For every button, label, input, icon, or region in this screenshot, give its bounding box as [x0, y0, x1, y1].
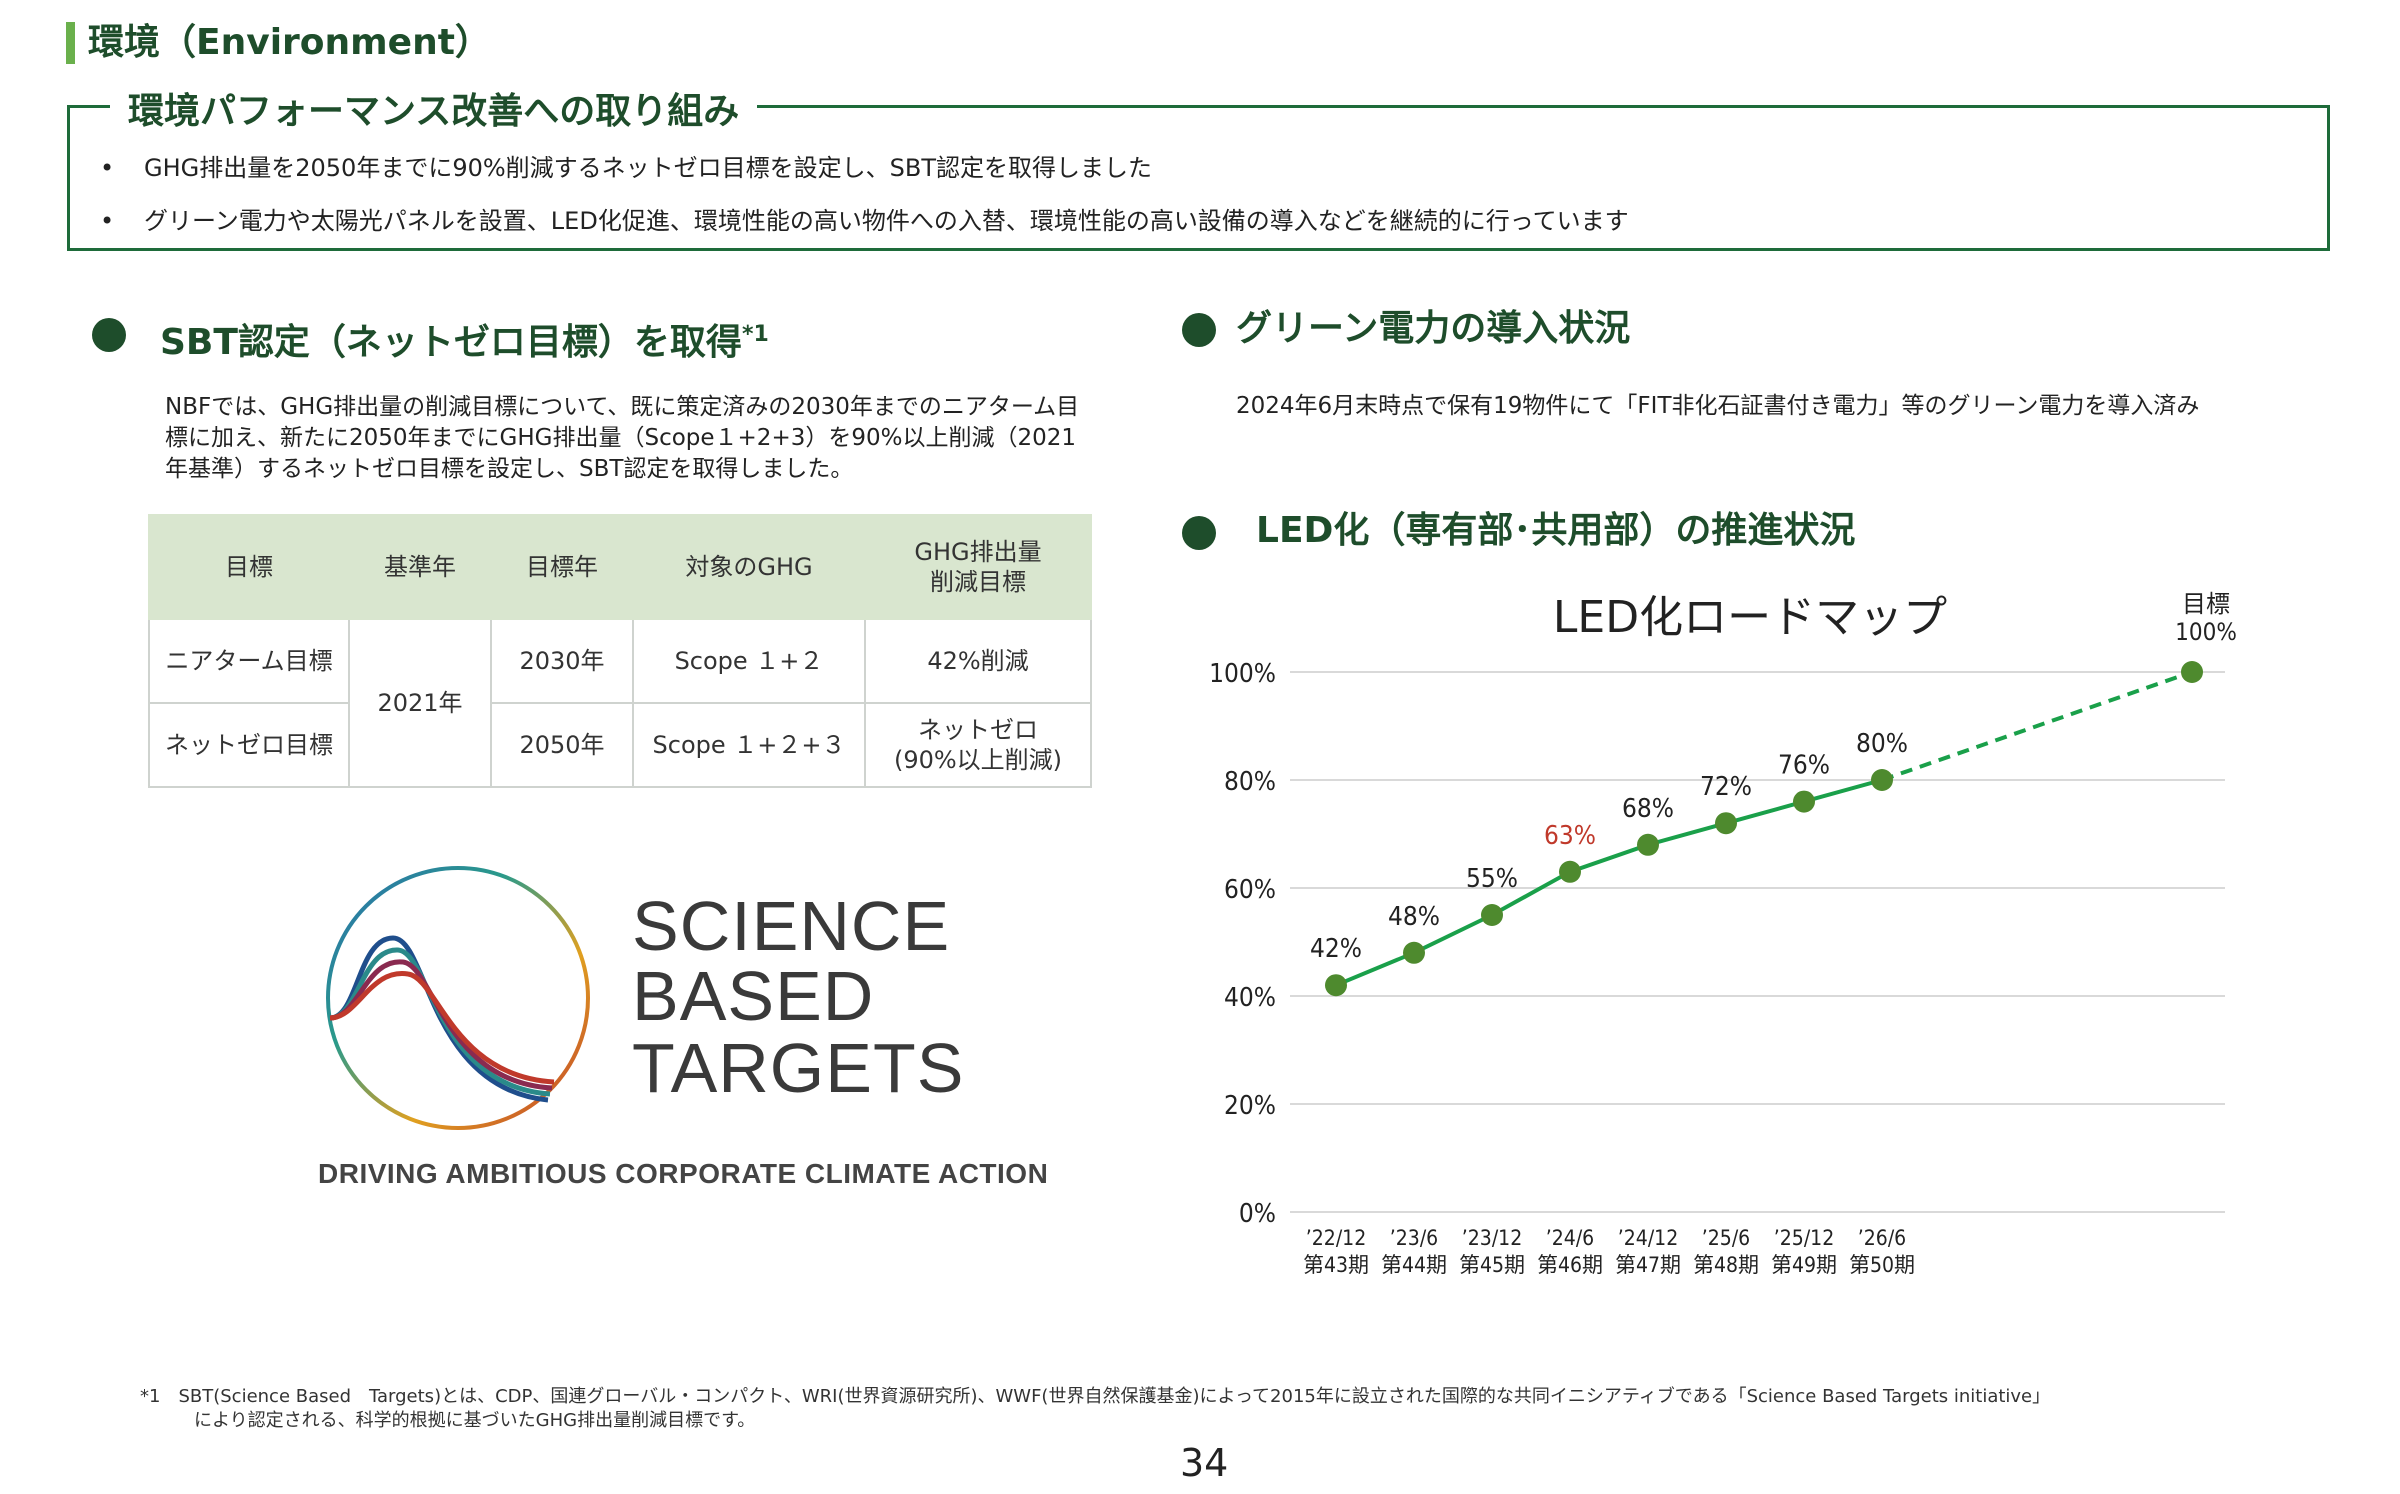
- green-power-title: グリーン電力の導入状況: [1236, 308, 1631, 349]
- y-tick-label: 100%: [1209, 659, 1276, 689]
- y-tick-label: 20%: [1224, 1091, 1276, 1121]
- table-row: ネットゼロ目標 2050年 Scope １+２+３ ネットゼロ (90%以上削減…: [148, 702, 1092, 788]
- x-tick-period-label: 第43期: [1303, 1253, 1369, 1277]
- x-tick-label: ’23/12: [1462, 1226, 1522, 1250]
- data-point: [1715, 812, 1737, 835]
- x-tick-period-label: 第48期: [1693, 1253, 1759, 1277]
- target-label: 目標: [2182, 590, 2230, 618]
- page-number: 34: [1180, 1441, 1229, 1485]
- x-tick-period-label: 第46期: [1537, 1253, 1603, 1277]
- chart-title: LED化ロードマップ: [1553, 592, 1947, 643]
- x-tick-period-label: 第45期: [1459, 1253, 1525, 1277]
- table-header: GHG排出量 削減目標: [864, 514, 1092, 620]
- section-bullet-icon: [1182, 516, 1216, 550]
- series-line: [1335, 778, 1883, 988]
- data-point: [1793, 790, 1815, 813]
- section-bullet-icon: [92, 318, 126, 352]
- table-header: 目標: [148, 514, 350, 620]
- data-point: [1403, 941, 1425, 964]
- table-cell: Scope １+２: [632, 618, 866, 704]
- table-header: 基準年: [348, 514, 492, 620]
- data-label: 80%: [1856, 729, 1908, 759]
- y-tick-label: 80%: [1224, 767, 1276, 797]
- performance-box: [67, 105, 2330, 251]
- x-tick-label: ’24/6: [1546, 1226, 1594, 1250]
- x-tick-label: ’22/12: [1306, 1226, 1366, 1250]
- data-label: 55%: [1466, 864, 1518, 894]
- table-cell: ニアターム目標: [148, 618, 350, 704]
- sbti-logo-word: BASED: [632, 957, 875, 1035]
- data-label: 76%: [1778, 751, 1830, 781]
- table-cell: 2021年: [348, 618, 492, 788]
- data-point: [1325, 974, 1347, 997]
- data-point: [1637, 833, 1659, 856]
- bullet-item: • グリーン電力や太陽光パネルを設置、LED化促進、環境性能の高い物件への入替、環…: [100, 207, 1629, 235]
- data-label: 63%: [1544, 821, 1596, 851]
- x-tick-period-label: 第49期: [1771, 1253, 1837, 1277]
- table-header: 対象のGHG: [632, 514, 866, 620]
- table-cell: Scope １+２+３: [632, 702, 866, 788]
- led-roadmap-chart: LED化ロードマップ 0% 20% 40% 60% 80% 100% ’22/12 第43期 ’2…: [1209, 590, 2237, 1277]
- sbt-description: NBFでは、GHG排出量の削減目標について、既に策定済みの2030年までのニアタ…: [165, 394, 1080, 482]
- table-cell: ネットゼロ目標: [148, 702, 350, 788]
- performance-title: 環境パフォーマンス改善への取り組み: [110, 86, 758, 138]
- bullet-item: • GHG排出量を2050年までに90%削減するネットゼロ目標を設定し、SBT認定…: [100, 154, 1153, 182]
- sbti-logo-word: SCIENCE: [632, 887, 951, 965]
- target-point: [2181, 661, 2203, 683]
- data-point: [1481, 904, 1503, 926]
- target-projection-line: [1881, 670, 2193, 782]
- table-header-row: 目標 基準年 目標年 対象のGHG GHG排出量 削減目標: [148, 514, 1092, 620]
- data-label: 48%: [1388, 902, 1440, 932]
- table-row: ニアターム目標 2021年 2030年 Scope １+２ 42%削減: [148, 618, 1092, 788]
- section-bullet-icon: [1182, 313, 1216, 347]
- data-label: 42%: [1310, 934, 1362, 964]
- page-title: 環境（Environment）: [88, 22, 491, 63]
- y-tick-label: 40%: [1224, 983, 1276, 1013]
- sbti-logo-word: TARGETS: [632, 1029, 965, 1107]
- sbt-section-title: SBT認定（ネットゼロ目標）を取得*1: [160, 322, 769, 363]
- data-label: 72%: [1700, 772, 1752, 802]
- data-point: [1559, 860, 1581, 883]
- data-point: [1871, 769, 1893, 791]
- table-cell: ネットゼロ (90%以上削減): [864, 702, 1092, 788]
- data-label: 68%: [1622, 794, 1674, 824]
- x-tick-period-label: 第44期: [1381, 1253, 1447, 1277]
- table-cell: 42%削減: [864, 618, 1092, 704]
- sbt-target-table: 目標 基準年 目標年 対象のGHG GHG排出量 削減目標 ニアターム目標 20…: [148, 514, 1092, 788]
- x-tick-label: ’26/6: [1858, 1226, 1906, 1250]
- x-tick-label: ’25/6: [1702, 1226, 1750, 1250]
- header-accent-bar: [66, 22, 75, 64]
- sbti-logo-icon: [326, 866, 590, 1130]
- x-tick-label: ’25/12: [1774, 1226, 1834, 1250]
- footnote: *1 SBT(Science Based Targets)とは、CDP、国連グロ…: [140, 1386, 2051, 1431]
- sbti-logo-tagline: DRIVING AMBITIOUS CORPORATE CLIMATE ACTI…: [318, 1158, 1049, 1189]
- table-cell: 2050年: [490, 702, 634, 788]
- green-power-text: 2024年6月末時点で保有19物件にて「FIT非化石証書付き電力」等のグリーン電…: [1236, 393, 2200, 419]
- x-tick-period-label: 第47期: [1615, 1253, 1681, 1277]
- y-tick-label: 60%: [1224, 875, 1276, 905]
- table-cell: 2030年: [490, 618, 634, 704]
- x-tick-label: ’24/12: [1618, 1226, 1678, 1250]
- x-tick-label: ’23/6: [1390, 1226, 1438, 1250]
- target-label: 100%: [2175, 618, 2237, 646]
- table-header: 目標年: [490, 514, 634, 620]
- x-tick-period-label: 第50期: [1849, 1253, 1915, 1277]
- led-section-title: LED化（専有部･共用部）の推進状況: [1256, 510, 1856, 551]
- y-tick-label: 0%: [1239, 1199, 1276, 1229]
